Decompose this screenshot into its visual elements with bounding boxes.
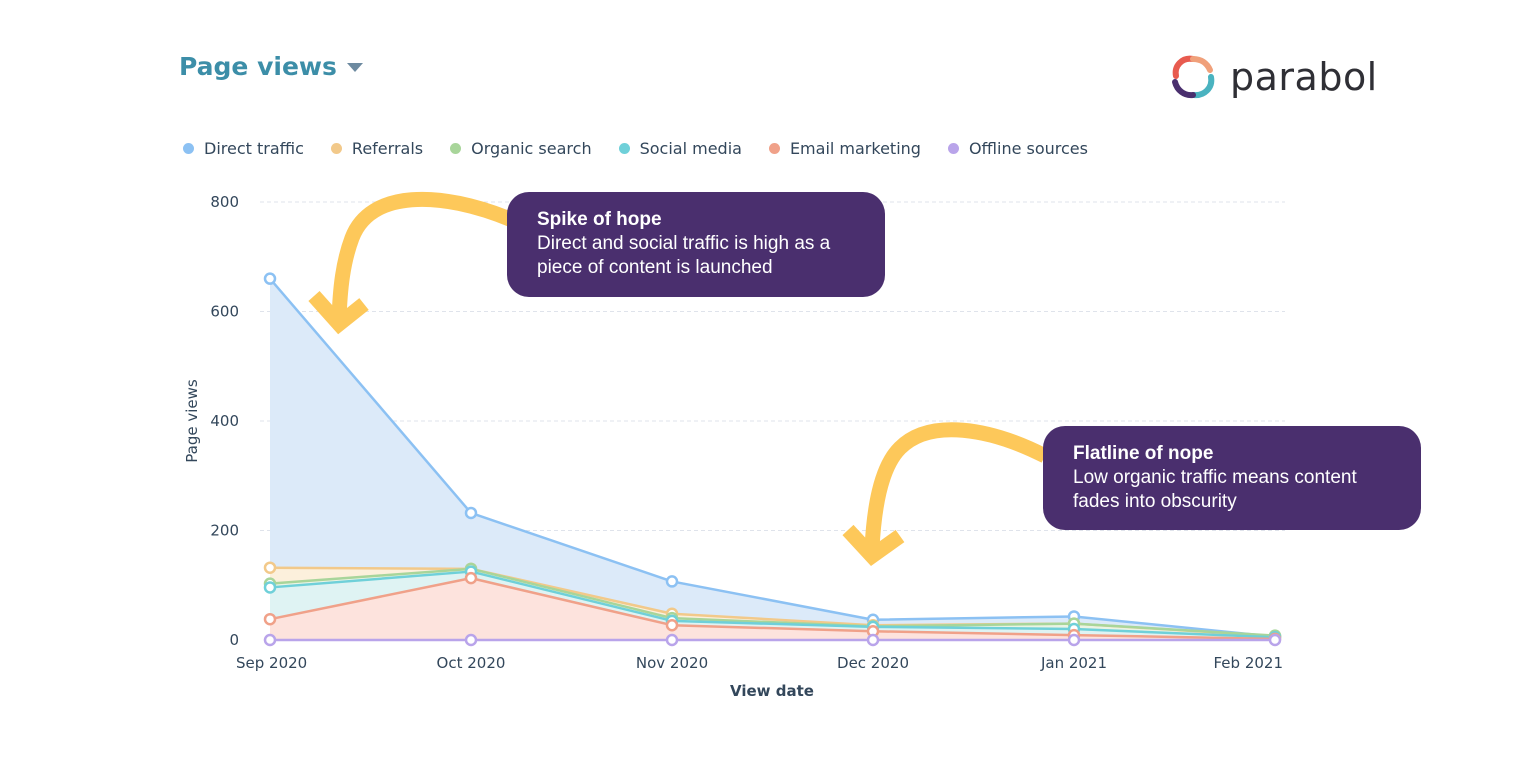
legend-item-direct-traffic[interactable]: Direct traffic [183,139,304,158]
point-offline-sources [1067,633,1081,647]
legend-dot-icon [618,143,630,154]
line-organic-search [269,567,1276,637]
page-title-text: Page views [179,52,337,81]
legend-item-organic-search[interactable]: Organic search [450,139,592,158]
legend-label: Email marketing [789,139,921,158]
legend-dot-icon [768,143,780,154]
point-email-marketing [665,618,679,632]
caret-down-icon [346,63,363,72]
legend-label: Direct traffic [204,139,304,158]
x-tick-label: Dec 2020 [837,654,909,672]
y-axis-title: Page views [183,379,201,463]
callout-spike-of-hope: Spike of hope Direct and social traffic … [507,192,885,297]
point-offline-sources [665,633,679,647]
brand-logo: parabol [1168,52,1378,102]
point-offline-sources [464,633,478,647]
y-tick-label: 200 [210,522,239,540]
point-offline-sources [866,633,880,647]
x-tick-label: Feb 2021 [1214,654,1284,672]
point-email-marketing [464,571,478,585]
point-offline-sources [1268,633,1282,647]
chart-legend: Direct traffic Referrals Organic search Soc… [183,139,1115,158]
y-tick-label: 400 [210,412,239,430]
callout-spike-title: Spike of hope [537,209,662,230]
legend-label: Referrals [351,139,424,158]
line-social-media [269,570,1276,639]
legend-item-offline-sources[interactable]: Offline sources [947,139,1088,158]
point-email-marketing [263,612,277,626]
y-tick-label: 0 [229,631,239,649]
legend-dot-icon [330,143,342,154]
point-offline-sources [263,633,277,647]
area-email-marketing [270,578,1275,640]
point-referrals [263,561,277,574]
callout-flatline-title: Flatline of nope [1073,443,1214,464]
callout-spike-body: Direct and social traffic is high as a p… [537,233,831,278]
legend-item-referrals[interactable]: Referrals [330,139,424,158]
x-axis-title: View date [730,682,814,700]
x-tick-label: Nov 2020 [636,654,708,672]
legend-label: Organic search [471,139,592,158]
y-tick-label: 800 [210,193,239,211]
legend-label: Offline sources [968,139,1088,158]
legend-dot-icon [183,143,194,154]
x-tick-label: Jan 2021 [1040,654,1107,672]
parabol-logo-icon [1172,55,1215,99]
legend-label: Social media [639,139,742,158]
legend-dot-icon [450,143,462,154]
line-direct-traffic [269,277,1276,638]
x-tick-label: Oct 2020 [437,654,506,672]
callout-flatline-of-nope: Flatline of nope Low organic traffic mea… [1043,426,1421,530]
legend-item-email-marketing[interactable]: Email marketing [768,139,921,158]
point-social-media [263,581,277,594]
legend-dot-icon [947,143,959,154]
point-direct-traffic [263,272,277,285]
line-email-marketing [269,576,1276,641]
point-direct-traffic [464,506,478,520]
callout-flatline-body: Low organic traffic means content fades … [1073,467,1357,512]
y-tick-label: 600 [210,303,239,321]
legend-item-social-media[interactable]: Social media [618,139,742,158]
page-title-dropdown[interactable]: Page views [179,52,363,81]
point-direct-traffic [665,575,679,588]
brand-name: parabol [1230,55,1378,99]
area-direct-traffic [270,278,1275,640]
x-tick-label: Sep 2020 [236,654,307,672]
